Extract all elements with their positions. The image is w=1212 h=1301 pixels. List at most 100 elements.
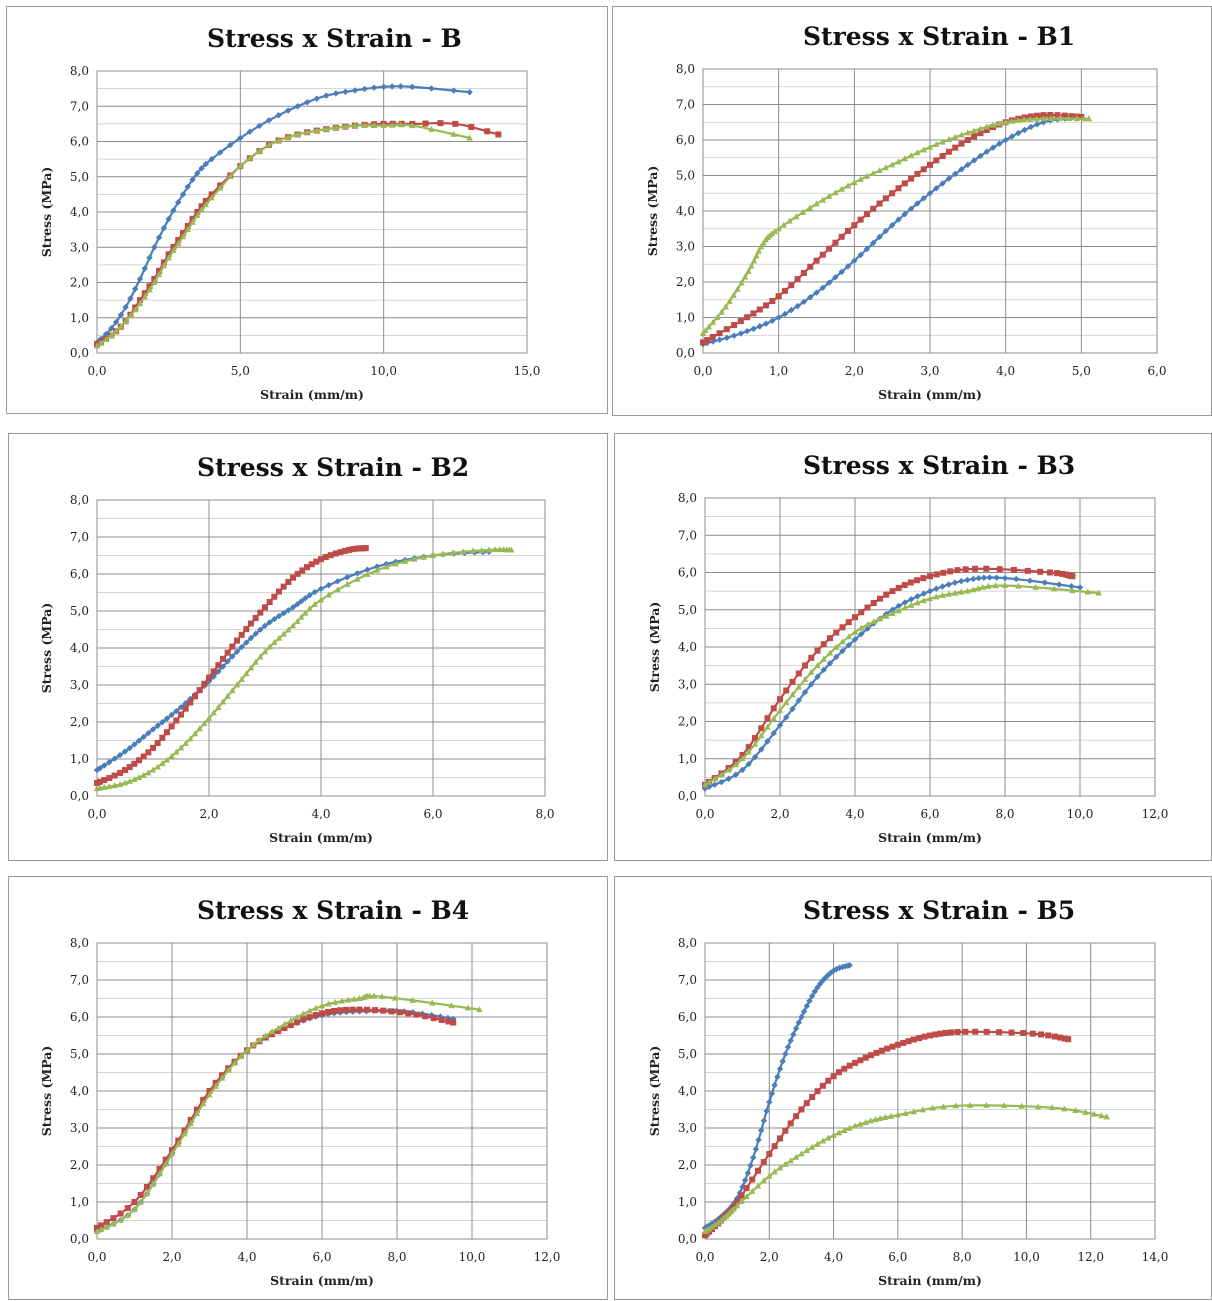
data-point <box>422 120 429 127</box>
data-point <box>145 749 152 756</box>
x-axis-label: Strain (mm/m) <box>878 387 982 402</box>
data-point <box>864 604 871 611</box>
data-point <box>508 546 515 553</box>
data-point <box>776 1164 784 1171</box>
data-point <box>449 549 457 556</box>
data-point <box>1047 114 1055 121</box>
data-point <box>135 774 143 781</box>
data-point <box>1065 114 1072 121</box>
data-point <box>200 1100 207 1107</box>
series-green <box>93 992 483 1235</box>
data-point <box>323 125 330 132</box>
data-point <box>814 1140 821 1147</box>
data-point <box>964 137 971 143</box>
data-point <box>905 1038 912 1045</box>
data-point <box>1045 1032 1052 1039</box>
series-blue <box>93 1007 457 1235</box>
data-point <box>833 629 840 636</box>
data-point <box>247 664 255 671</box>
data-point <box>974 585 982 592</box>
data-point <box>862 1054 869 1061</box>
data-point <box>780 221 787 228</box>
data-point <box>168 752 175 759</box>
data-point <box>895 185 902 192</box>
data-point <box>182 699 189 707</box>
x-tick-label: 5,0 <box>231 364 250 378</box>
data-point <box>150 1175 157 1182</box>
data-point <box>920 575 927 582</box>
data-point <box>206 1088 213 1094</box>
data-point <box>271 593 278 600</box>
data-point <box>913 577 920 584</box>
y-tick-label: 8,0 <box>70 64 89 78</box>
data-point <box>738 1192 745 1199</box>
data-point <box>908 596 915 603</box>
data-point <box>136 300 144 307</box>
data-point <box>372 1007 379 1014</box>
data-point <box>832 189 839 196</box>
data-point <box>116 780 124 787</box>
data-point <box>112 318 120 326</box>
data-point <box>939 583 946 590</box>
data-point <box>304 564 310 571</box>
data-point <box>1008 1029 1015 1036</box>
data-point <box>143 1190 151 1197</box>
data-point <box>156 1165 163 1172</box>
data-point <box>1055 581 1063 588</box>
data-point <box>789 705 796 713</box>
data-point <box>882 1113 889 1120</box>
data-point <box>122 317 129 324</box>
data-point <box>331 998 339 1005</box>
data-point <box>164 729 170 736</box>
chart-title: Stress x Strain - B2 <box>197 453 469 482</box>
chart-title: Stress x Strain - B <box>207 24 462 53</box>
data-point <box>1038 1031 1045 1038</box>
data-point <box>745 748 752 755</box>
data-point <box>342 122 349 129</box>
series-line <box>96 550 490 772</box>
data-point <box>313 95 320 102</box>
data-point <box>701 781 709 788</box>
y-tick-label: 4,0 <box>676 204 695 218</box>
data-point <box>388 83 396 90</box>
data-point <box>268 1028 276 1035</box>
y-axis-label: Stress (MPa) <box>647 1046 662 1137</box>
data-point <box>122 303 129 311</box>
data-point <box>901 582 908 589</box>
data-point <box>845 619 852 626</box>
data-point <box>783 714 790 721</box>
y-tick-label: 3,0 <box>678 677 697 691</box>
data-point <box>131 1205 138 1212</box>
data-point <box>266 599 273 606</box>
data-point <box>895 158 902 165</box>
data-point <box>106 783 113 790</box>
data-point <box>907 152 915 159</box>
data-point <box>764 723 771 730</box>
data-point <box>422 1013 429 1020</box>
data-point <box>711 1221 719 1228</box>
data-point <box>476 1006 483 1013</box>
data-point <box>921 1033 928 1040</box>
data-point <box>771 1143 778 1150</box>
data-point <box>160 259 167 266</box>
data-point <box>300 1010 307 1017</box>
data-point <box>332 124 340 131</box>
data-point <box>716 330 723 337</box>
data-point <box>1027 113 1034 120</box>
y-axis-label: Stress (MPa) <box>39 167 54 258</box>
data-point <box>354 575 361 582</box>
data-point <box>175 1140 182 1147</box>
data-point <box>439 550 446 557</box>
data-point <box>743 1185 750 1192</box>
data-point <box>306 605 313 612</box>
y-tick-label: 0,0 <box>70 1232 89 1246</box>
data-point <box>972 565 978 572</box>
data-point <box>437 120 444 127</box>
series-line <box>96 122 499 346</box>
data-point <box>219 663 227 670</box>
data-point <box>964 587 971 594</box>
data-point <box>409 996 416 1003</box>
data-point <box>894 1111 902 1118</box>
series-red <box>94 120 502 348</box>
y-tick-label: 3,0 <box>70 678 89 692</box>
